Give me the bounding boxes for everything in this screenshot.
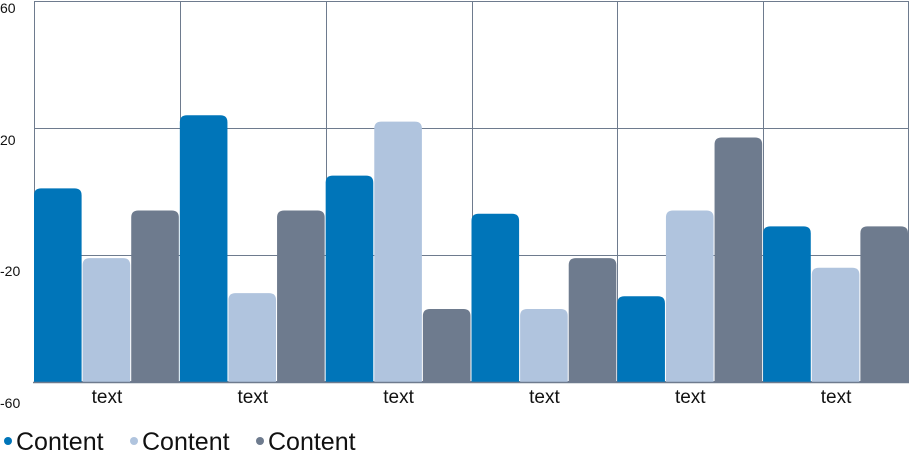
bar	[34, 188, 82, 382]
legend-item: Content	[130, 428, 230, 456]
axis-layer: 60 20 -20 -60 text text text text text text	[0, 0, 909, 411]
x-tick-label: text	[821, 387, 852, 408]
y-tick-label: 60	[0, 0, 16, 16]
bar	[374, 121, 422, 383]
legend-label: Content	[268, 428, 356, 456]
bar	[131, 210, 179, 382]
bar	[520, 308, 568, 382]
y-tick-label: -20	[0, 263, 20, 279]
legend-marker	[4, 437, 12, 445]
bar	[860, 226, 908, 382]
y-tick-label: -60	[0, 395, 20, 411]
legend-marker	[256, 437, 264, 445]
x-tick-label: text	[237, 387, 268, 408]
bar	[568, 258, 617, 382]
bar	[422, 308, 471, 382]
bar	[714, 137, 763, 382]
bar	[325, 175, 374, 382]
legend-marker	[130, 437, 138, 445]
bar	[617, 296, 665, 382]
bar	[763, 226, 811, 382]
bar	[471, 213, 520, 382]
bar	[179, 115, 228, 383]
bar	[228, 293, 277, 382]
x-tick-label: text	[383, 387, 414, 408]
y-tick-label: 20	[0, 132, 16, 148]
legend-label: Content	[142, 428, 230, 456]
bar	[82, 258, 131, 382]
legend-label: Content	[16, 428, 104, 456]
bars-layer	[34, 115, 908, 383]
x-tick-label: text	[92, 387, 123, 408]
legend: Content Content Content	[4, 428, 356, 456]
bar	[811, 267, 860, 382]
legend-item: Content	[4, 428, 104, 456]
bar	[665, 210, 714, 382]
x-tick-label: text	[675, 387, 706, 408]
x-tick-label: text	[529, 387, 560, 408]
bar	[277, 210, 325, 382]
legend-item: Content	[256, 428, 356, 456]
